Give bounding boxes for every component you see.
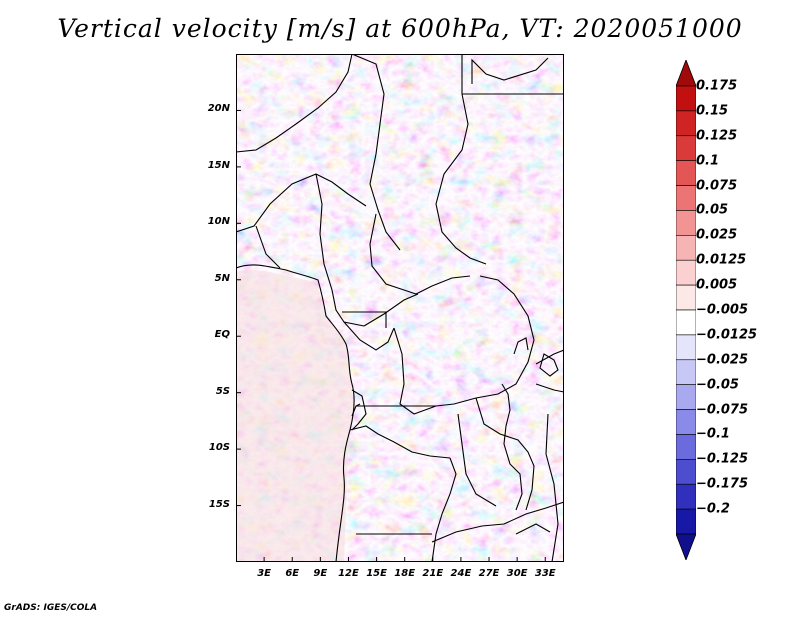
lon-tick-label: 24E bbox=[450, 568, 472, 579]
colorbar-level-label: 0.175 bbox=[696, 78, 738, 94]
atlantic-ocean-region bbox=[236, 269, 354, 562]
lat-tick-label: 20N bbox=[207, 103, 230, 115]
lat-tick-label: 15S bbox=[208, 498, 230, 510]
colorbar-segment bbox=[676, 135, 696, 161]
border-line bbox=[349, 425, 451, 459]
lat-tick-label: 15N bbox=[207, 159, 230, 171]
colorbar-level-label: −0.125 bbox=[696, 451, 749, 467]
colorbar-bottom-arrow bbox=[676, 533, 696, 560]
colorbar-segment bbox=[676, 483, 696, 510]
footer-credit: GrADS: IGES/COLA bbox=[4, 603, 98, 613]
lon-tick-label: 21E bbox=[422, 568, 444, 579]
lat-tick-label: 10N bbox=[207, 216, 230, 228]
colorbar-segment bbox=[676, 309, 696, 336]
lat-tick-label: 5S bbox=[215, 385, 230, 397]
colorbar-segment bbox=[676, 210, 696, 236]
colorbar-level-label: 0.15 bbox=[696, 103, 729, 119]
colorbar-segment bbox=[676, 334, 696, 361]
colorbar-level-label: −0.175 bbox=[696, 476, 749, 492]
border-line bbox=[471, 57, 549, 84]
colorbar-level-label: 0.125 bbox=[696, 128, 738, 144]
lon-tick-label: 30E bbox=[506, 568, 528, 579]
border-line bbox=[431, 501, 564, 543]
colorbar-level-label: 0.0125 bbox=[696, 252, 747, 268]
border-line bbox=[236, 173, 367, 233]
colorbar-level-label: 0.05 bbox=[696, 202, 729, 218]
lon-tick-label: 27E bbox=[478, 568, 500, 579]
lon-tick-label: 33E bbox=[534, 568, 556, 579]
lake-outline bbox=[501, 383, 523, 511]
colorbar-segment bbox=[676, 384, 696, 410]
lon-tick-label: 6E bbox=[285, 568, 300, 579]
west-africa-coastline bbox=[236, 264, 355, 562]
border-line bbox=[236, 54, 353, 153]
colorbar-level-label: 0.075 bbox=[696, 178, 738, 194]
lake-outline bbox=[539, 353, 559, 377]
border-line bbox=[315, 173, 325, 265]
border-line bbox=[363, 293, 419, 327]
colorbar-segment bbox=[676, 160, 696, 186]
colorbar-level-label: −0.025 bbox=[696, 352, 749, 368]
border-line bbox=[342, 311, 387, 328]
colorbar-segment bbox=[676, 508, 696, 535]
chart-title: Vertical velocity [m/s] at 600hPa, VT: 2… bbox=[57, 14, 743, 43]
lon-tick-label: 9E bbox=[313, 568, 328, 579]
border-line bbox=[435, 54, 487, 265]
lat-tick-label: 5N bbox=[214, 272, 230, 284]
vertical-velocity-map bbox=[236, 54, 564, 562]
colorbar-level-label: 0.025 bbox=[696, 227, 738, 243]
border-line bbox=[535, 383, 564, 393]
colorbar-segment bbox=[676, 459, 696, 485]
lon-tick-label: 12E bbox=[338, 568, 359, 579]
colorbar-segment bbox=[676, 235, 696, 261]
colorbar-segment bbox=[676, 284, 696, 311]
lat-tick-label: EQ bbox=[214, 329, 230, 341]
colorbar-segment bbox=[676, 434, 696, 460]
lat-tick-label: 10S bbox=[208, 442, 230, 454]
colorbar-level-label: −0.0125 bbox=[696, 327, 758, 343]
border-line bbox=[369, 213, 471, 295]
colorbar-level-label: −0.075 bbox=[696, 402, 749, 418]
lon-tick-label: 3E bbox=[257, 568, 272, 579]
border-line bbox=[431, 457, 457, 562]
colorbar bbox=[676, 60, 696, 560]
colorbar-segment bbox=[676, 110, 696, 137]
map-panel bbox=[236, 54, 564, 562]
colorbar-top-arrow bbox=[676, 60, 696, 87]
border-line bbox=[351, 54, 401, 251]
colorbar-level-label: −0.005 bbox=[696, 302, 749, 318]
border-line bbox=[343, 321, 395, 351]
border-line bbox=[457, 413, 497, 507]
colorbar-level-label: −0.05 bbox=[696, 377, 739, 393]
border-line bbox=[545, 413, 559, 562]
colorbar-segment bbox=[676, 185, 696, 211]
colorbar-segment bbox=[676, 409, 696, 435]
colorbar-level-label: 0.1 bbox=[696, 153, 720, 169]
lon-tick-label: 18E bbox=[394, 568, 416, 579]
lake-outline bbox=[513, 337, 529, 355]
colorbar-level-label: −0.1 bbox=[696, 426, 730, 442]
lon-tick-label: 15E bbox=[366, 568, 387, 579]
colorbar-level-label: 0.005 bbox=[696, 277, 738, 293]
border-line bbox=[393, 275, 535, 415]
colorbar-segment bbox=[676, 359, 696, 385]
border-line bbox=[351, 389, 367, 431]
border-line bbox=[255, 225, 281, 269]
colorbar-level-label: −0.2 bbox=[696, 501, 730, 517]
border-line bbox=[323, 263, 365, 327]
border-line bbox=[515, 523, 551, 535]
colorbar-segment bbox=[676, 259, 696, 286]
colorbar-segment bbox=[676, 85, 696, 112]
political-borders bbox=[236, 54, 564, 562]
border-line bbox=[475, 397, 535, 511]
